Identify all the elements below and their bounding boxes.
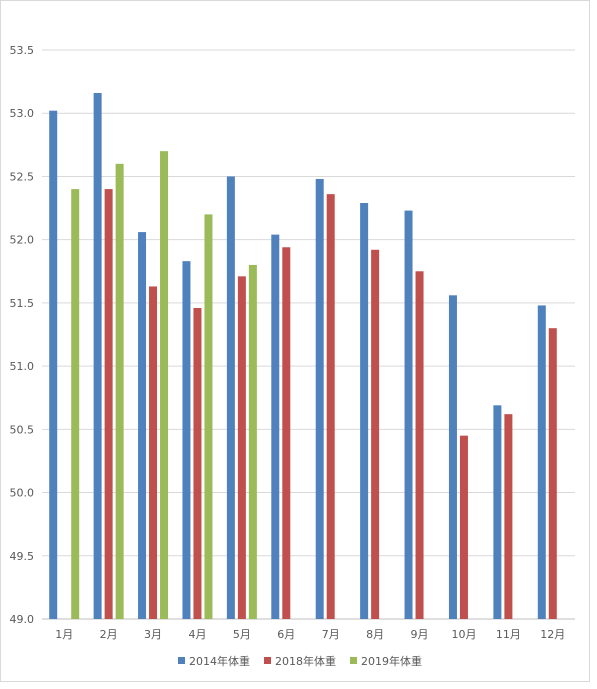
bar-2014年体重-6月: [271, 234, 280, 619]
bar-2018年体重-2月: [104, 189, 113, 620]
bar-2018年体重-12月: [548, 328, 557, 619]
y-tick-label: 49.5: [10, 550, 35, 563]
y-axis: 49.0 49.5 50.0 50.5 51.0 51.5 52.0 52.5 53.0 53.5: [10, 44, 35, 626]
bar-2014年体重-1月: [49, 110, 58, 620]
x-tick-label: 8月: [366, 628, 384, 641]
legend-swatch: [350, 657, 357, 664]
legend-item-2014年体重: 2014年体重: [178, 654, 250, 668]
bar-2019年体重-2月: [115, 163, 124, 620]
bar-2018年体重-3月: [149, 286, 158, 619]
legend-label: 2019年体重: [361, 654, 422, 668]
bar-2018年体重-8月: [371, 249, 380, 619]
bar-2014年体重-8月: [360, 202, 369, 619]
bar-2019年体重-5月: [248, 264, 257, 619]
bar-2014年体重-9月: [404, 210, 413, 619]
legend-label: 2018年体重: [275, 654, 336, 668]
y-tick-label: 52.5: [10, 170, 35, 183]
bar-2014年体重-10月: [448, 295, 457, 619]
bars: [49, 92, 557, 620]
y-tick-label: 50.0: [10, 487, 35, 500]
bar-2014年体重-7月: [315, 178, 324, 619]
x-tick-label: 6月: [277, 628, 295, 641]
x-tick-label: 3月: [144, 628, 162, 641]
y-tick-label: 49.0: [10, 613, 35, 626]
weight-bar-chart: 49.0 49.5 50.0 50.5 51.0 51.5 52.0 52.5 53.0 53.5…: [10, 44, 575, 668]
bar-2018年体重-5月: [237, 276, 246, 619]
x-tick-label: 10月: [451, 628, 476, 641]
x-tick-label: 1月: [55, 628, 73, 641]
bar-2014年体重-11月: [493, 405, 502, 619]
y-tick-label: 50.5: [10, 423, 35, 436]
x-axis: 1月 2月 3月 4月 5月 6月 7月 8月 9月 10月 11月 12月: [55, 628, 565, 641]
bar-2019年体重-1月: [71, 189, 80, 620]
x-tick-label: 2月: [100, 628, 118, 641]
bar-2018年体重-4月: [193, 307, 202, 619]
bar-2019年体重-3月: [160, 151, 169, 619]
bar-2014年体重-5月: [226, 176, 235, 619]
bar-2019年体重-4月: [204, 214, 213, 619]
bar-2018年体重-11月: [504, 414, 513, 619]
legend-swatch: [264, 657, 271, 664]
x-tick-label: 9月: [411, 628, 429, 641]
legend: 2014年体重 2018年体重 2019年体重: [178, 654, 422, 668]
y-tick-label: 53.5: [10, 44, 35, 57]
bar-2018年体重-6月: [282, 247, 291, 619]
y-tick-label: 52.0: [10, 234, 35, 247]
x-tick-label: 12月: [540, 628, 565, 641]
y-tick-label: 51.5: [10, 297, 35, 310]
gridlines: [42, 49, 575, 620]
legend-item-2019年体重: 2019年体重: [350, 654, 422, 668]
y-tick-label: 53.0: [10, 107, 35, 120]
bar-2014年体重-12月: [537, 305, 546, 619]
bar-2014年体重-2月: [93, 92, 102, 620]
bar-2018年体重-7月: [326, 194, 335, 619]
x-tick-label: 4月: [188, 628, 206, 641]
bar-2018年体重-10月: [459, 435, 468, 619]
bar-2014年体重-4月: [182, 261, 191, 619]
x-tick-label: 11月: [496, 628, 521, 641]
x-tick-label: 5月: [233, 628, 251, 641]
y-tick-label: 51.0: [10, 360, 35, 373]
x-tick-label: 7月: [322, 628, 340, 641]
bar-2014年体重-3月: [138, 232, 147, 619]
bar-2018年体重-9月: [415, 271, 424, 619]
legend-swatch: [178, 657, 185, 664]
legend-item-2018年体重: 2018年体重: [264, 654, 336, 668]
legend-label: 2014年体重: [189, 654, 250, 668]
